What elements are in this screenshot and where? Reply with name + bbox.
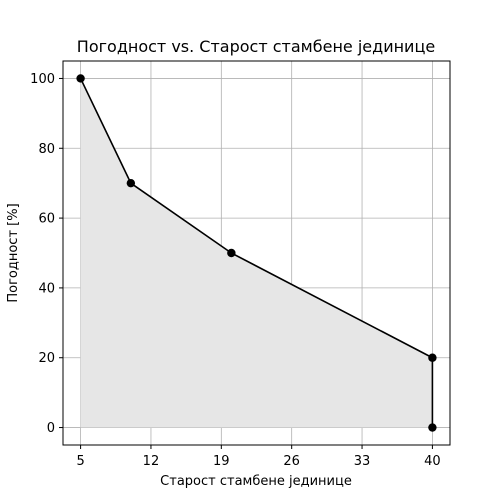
data-points [76,74,437,432]
y-tick-label-4: 80 [38,142,55,157]
x-axis-ticks: 5 12 19 26 33 40 [76,445,441,469]
x-tick-label-1: 12 [143,454,160,469]
y-tick-label-5: 100 [30,72,55,87]
x-axis-label: Старост стамбене јединице [160,474,352,489]
data-point-1 [126,178,136,188]
y-tick-label-0: 0 [47,421,55,436]
x-tick-label-5: 40 [424,454,441,469]
x-tick-label-0: 5 [76,454,84,469]
data-point-4 [428,423,437,432]
y-tick-label-3: 60 [38,212,55,227]
data-point-0 [76,74,85,83]
y-tick-label-1: 20 [38,351,55,366]
x-tick-label-3: 26 [283,454,300,469]
chart-title: Погодност vs. Старост стамбене јединице [77,37,435,56]
data-point-3 [428,353,437,362]
plot-frame [62,60,451,446]
area-fill [80,78,433,428]
data-point-2 [227,248,236,258]
x-tick-label-4: 33 [354,454,371,469]
x-tick-label-2: 19 [213,454,230,469]
y-axis-label: Погодност [%] [6,203,21,302]
y-tick-label-2: 40 [38,281,55,296]
y-axis-ticks: 0 20 40 60 80 100 [30,72,63,436]
